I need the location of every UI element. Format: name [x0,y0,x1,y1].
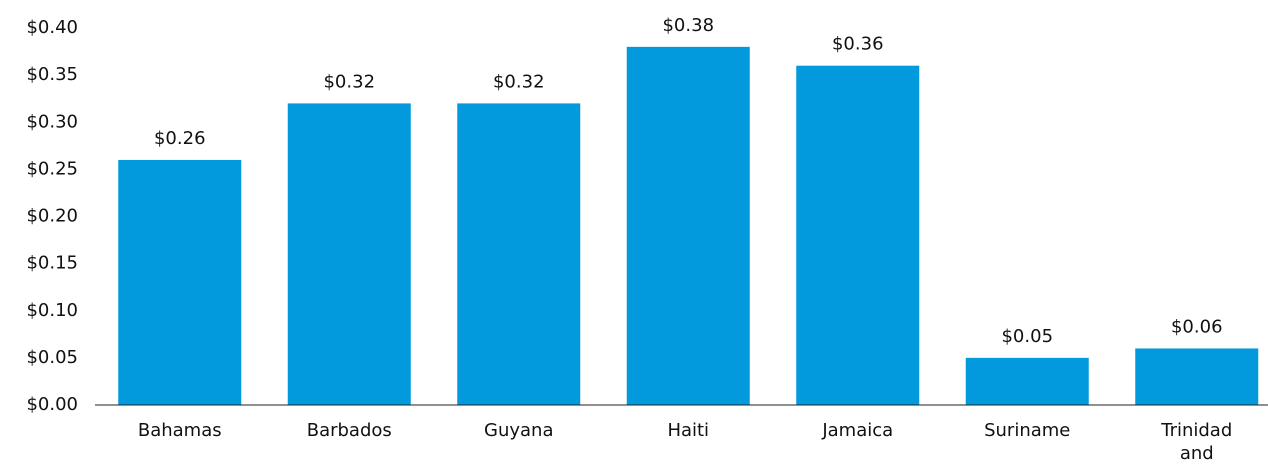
x-tick-label: Jamaica [822,420,894,441]
x-tick-label: Suriname [984,420,1071,441]
y-tick-label: $0.00 [26,394,78,415]
bar [457,103,581,406]
x-tick-label: Guyana [484,420,554,441]
bar [796,65,920,405]
x-tick-label: Bahamas [137,420,222,441]
x-tick-label: Haiti [667,420,710,441]
value-label: $0.32 [493,71,545,92]
x-tick-label: Barbados [306,420,392,441]
y-tick-label: $0.15 [26,253,78,274]
y-tick-label: $0.20 [26,206,78,227]
value-label: $0.06 [1171,316,1223,337]
bar [965,357,1089,405]
value-label: $0.05 [1001,326,1053,347]
x-tick-label: Trinidad and Tobago [1161,420,1233,464]
bar [118,159,242,405]
y-tick-label: $0.05 [26,347,78,368]
value-label: $0.36 [832,34,884,55]
value-label: $0.38 [662,15,714,36]
y-tick-label: $0.25 [26,158,78,179]
bar [287,103,411,406]
value-label: $0.26 [154,128,206,149]
bar [626,46,750,405]
y-tick-label: $0.40 [26,17,78,38]
y-tick-label: $0.30 [26,111,78,132]
value-label: $0.32 [323,71,375,92]
bar [1135,348,1259,405]
y-tick-label: $0.10 [26,300,78,321]
y-tick-label: $0.35 [26,64,78,85]
